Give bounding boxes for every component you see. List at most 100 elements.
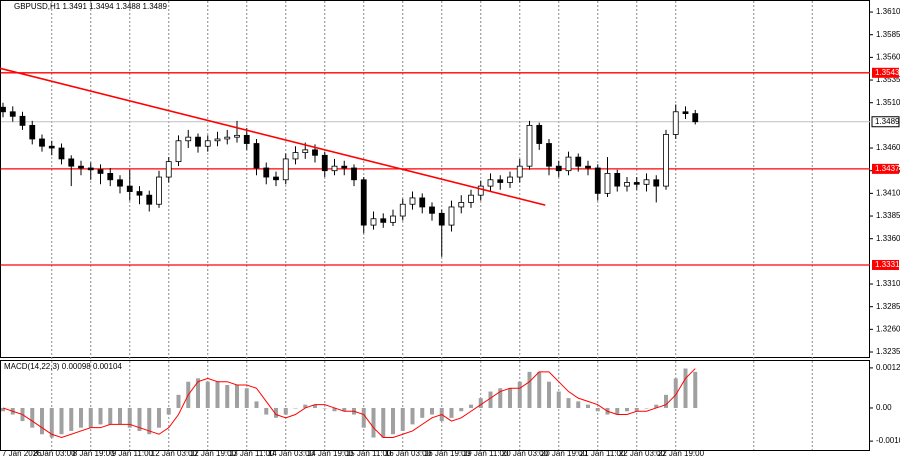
y-tick-label: -0.00101 bbox=[876, 436, 900, 445]
candle-body bbox=[78, 165, 84, 169]
y-tick-label: 1.3410 bbox=[876, 188, 900, 197]
candle-body bbox=[555, 165, 562, 172]
macd-bar bbox=[127, 407, 132, 428]
candle-body bbox=[29, 124, 36, 140]
macd-bar bbox=[69, 407, 74, 431]
macd-bar bbox=[303, 404, 308, 408]
candle-body bbox=[156, 176, 162, 205]
macd-bar bbox=[566, 398, 571, 408]
x-tick-label: 13 Jan 11:00 bbox=[229, 449, 275, 458]
x-tick-label: 9 Jan 11:00 bbox=[112, 449, 154, 458]
macd-bar bbox=[176, 394, 181, 408]
macd-bar bbox=[1, 407, 5, 412]
macd-bar bbox=[576, 401, 581, 408]
macd-bar bbox=[205, 381, 210, 408]
x-tick-label: 14 Jan 19:00 bbox=[307, 449, 354, 458]
candle-body bbox=[321, 154, 328, 172]
candle-body bbox=[399, 203, 406, 217]
candle-body bbox=[594, 167, 601, 194]
x-tick-label: 20 Jan 03:00 bbox=[502, 449, 549, 458]
macd-bar bbox=[342, 407, 347, 412]
candle-body bbox=[633, 182, 640, 185]
macd-bar bbox=[391, 407, 395, 435]
candle-body bbox=[117, 179, 123, 187]
candle-body bbox=[9, 111, 16, 117]
macd-bar bbox=[225, 384, 230, 408]
level-box bbox=[872, 163, 899, 174]
candle-body bbox=[682, 111, 689, 114]
macd-bar bbox=[400, 407, 405, 431]
y-tick-label: 0.00 bbox=[876, 403, 892, 412]
macd-bar bbox=[420, 407, 425, 418]
candle-body bbox=[175, 140, 182, 163]
y-tick-label: 1.3260 bbox=[876, 324, 900, 333]
candle-body bbox=[224, 136, 231, 140]
macd-bar bbox=[693, 371, 698, 408]
x-tick-label: 20 Jan 19:00 bbox=[541, 449, 588, 458]
macd-bar bbox=[264, 407, 269, 415]
candle-body bbox=[448, 206, 455, 226]
trend-line bbox=[0, 67, 546, 206]
macd-bar bbox=[664, 394, 668, 408]
candle-body bbox=[87, 167, 94, 171]
last-price-box bbox=[871, 116, 900, 128]
macd-bar bbox=[469, 404, 473, 408]
main-panel bbox=[0, 0, 870, 358]
candle-body bbox=[419, 197, 426, 208]
macd-bar bbox=[322, 407, 327, 409]
macd-bar bbox=[293, 407, 298, 409]
candle-body bbox=[351, 167, 357, 181]
candle-body bbox=[282, 158, 289, 181]
candle-body bbox=[97, 169, 104, 174]
candle-body bbox=[526, 124, 533, 167]
macd-bar bbox=[595, 407, 600, 412]
x-tick-label: 8 Jan 19:00 bbox=[73, 449, 115, 458]
candle-body bbox=[48, 145, 55, 149]
macd-bar bbox=[615, 407, 620, 415]
candle-body bbox=[438, 212, 445, 226]
candle-body bbox=[165, 161, 172, 178]
macd-bar bbox=[644, 407, 649, 409]
macd-bar bbox=[332, 407, 337, 412]
candle-body bbox=[0, 106, 6, 113]
macd-bar bbox=[313, 404, 317, 408]
macd-bar bbox=[40, 407, 44, 435]
y-tick-label: 1.3285 bbox=[876, 302, 900, 311]
x-tick-label: 8 Jan 03:00 bbox=[34, 449, 76, 458]
macd-bar bbox=[166, 407, 171, 415]
candle-body bbox=[39, 138, 45, 147]
candle-body bbox=[546, 143, 552, 167]
x-tick-label: 22 Jan 19:00 bbox=[658, 449, 705, 458]
x-tick-label: 16 Jan 03:00 bbox=[385, 449, 432, 458]
macd-bar bbox=[498, 388, 503, 408]
y-tick-label: 1.3510 bbox=[876, 98, 900, 107]
x-tick-label: 21 Jan 11:00 bbox=[580, 449, 626, 458]
candle-body bbox=[195, 136, 201, 147]
y-tick-label: 0.00122 bbox=[876, 363, 900, 372]
macd-bar bbox=[449, 407, 454, 418]
macd-bar bbox=[459, 407, 464, 412]
last-price-label: 1.3489 bbox=[875, 117, 900, 126]
candle-body bbox=[214, 138, 221, 142]
macd-bar bbox=[527, 371, 532, 408]
macd-bar bbox=[30, 407, 35, 428]
macd-bar bbox=[508, 388, 512, 408]
macd-bar bbox=[361, 407, 366, 428]
macd-bar bbox=[254, 401, 259, 408]
macd-bar bbox=[147, 407, 152, 435]
candle-body bbox=[692, 113, 699, 123]
macd-bar bbox=[274, 407, 278, 418]
candle-body bbox=[516, 165, 523, 178]
macd-bar bbox=[488, 391, 493, 408]
level-label: 1.3543 bbox=[875, 68, 900, 77]
x-tick-label: 15 Jan 11:00 bbox=[346, 449, 392, 458]
candle-body bbox=[302, 149, 309, 153]
macd-bar bbox=[556, 391, 561, 408]
signal-line bbox=[2, 368, 696, 439]
y-tick-label: 1.3310 bbox=[876, 279, 900, 288]
level-box bbox=[872, 259, 899, 270]
macd-bar bbox=[547, 381, 551, 408]
macd-bar bbox=[79, 407, 83, 428]
x-tick-label: 7 Jan 2026 bbox=[2, 449, 42, 458]
macd-bar bbox=[235, 384, 239, 408]
